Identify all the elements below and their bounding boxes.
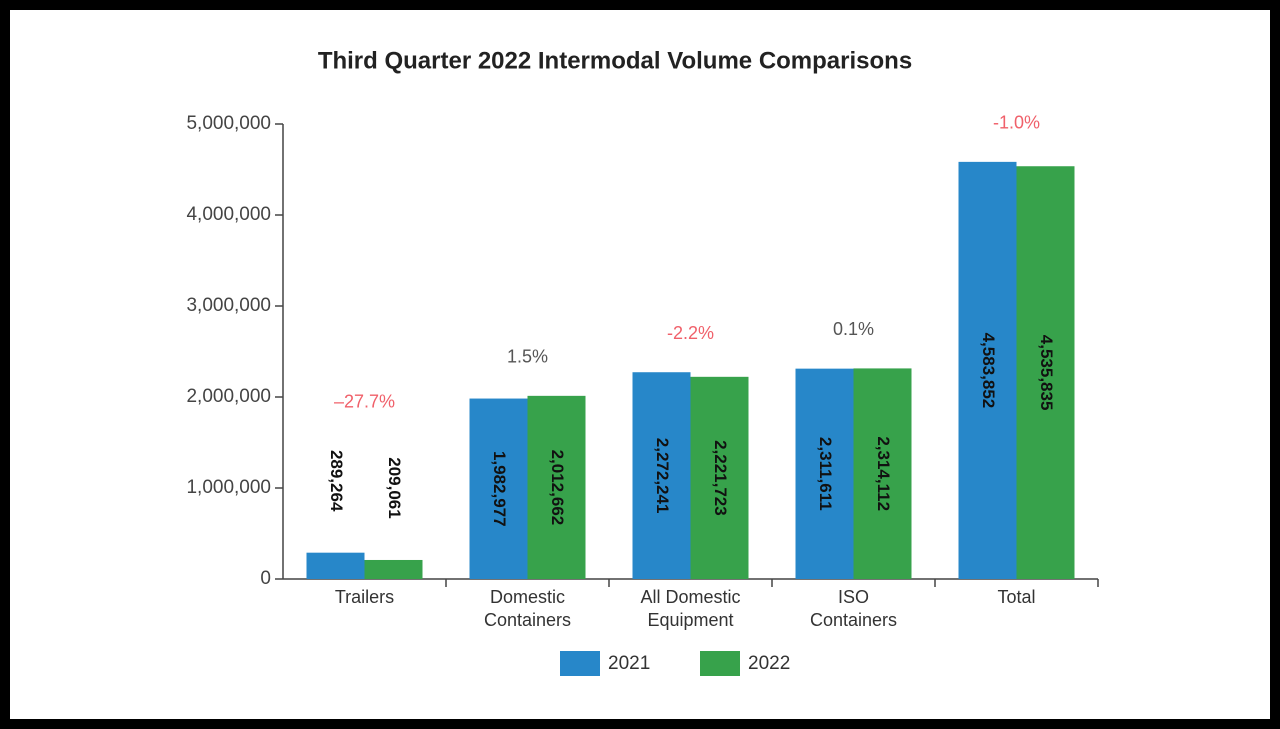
chart-title: Third Quarter 2022 Intermodal Volume Com… bbox=[318, 47, 912, 74]
value-label: 2,221,723 bbox=[711, 440, 730, 516]
bar bbox=[958, 161, 1017, 580]
change-annotation: -1.0% bbox=[993, 113, 1040, 133]
change-annotation: –27.7% bbox=[334, 391, 395, 411]
x-tick-label: Trailers bbox=[335, 587, 394, 607]
bar bbox=[1016, 166, 1075, 579]
value-label: 2,314,112 bbox=[874, 436, 893, 511]
x-tick-label: ISO bbox=[838, 587, 869, 607]
x-tick-label: Containers bbox=[810, 610, 897, 630]
legend-swatch bbox=[700, 651, 740, 676]
x-tick-label: Domestic bbox=[490, 587, 565, 607]
y-tick-label: 4,000,000 bbox=[186, 204, 271, 225]
bar bbox=[469, 398, 528, 579]
value-label: 2,012,662 bbox=[548, 450, 567, 526]
legend-label: 2021 bbox=[608, 653, 650, 674]
bar bbox=[364, 559, 423, 579]
x-tick-label: Total bbox=[997, 587, 1035, 607]
bar bbox=[795, 368, 854, 579]
bar bbox=[527, 395, 586, 579]
bar bbox=[306, 552, 365, 579]
y-tick-label: 1,000,000 bbox=[186, 477, 271, 498]
change-annotation: -2.2% bbox=[667, 323, 714, 343]
legend-label: 2022 bbox=[748, 653, 790, 674]
value-label: 1,982,977 bbox=[490, 451, 509, 527]
y-tick-label: 3,000,000 bbox=[186, 295, 271, 316]
value-label: 2,272,241 bbox=[653, 438, 672, 514]
value-label: 4,583,852 bbox=[979, 333, 998, 409]
x-tick-label: Containers bbox=[484, 610, 571, 630]
bar bbox=[690, 376, 749, 579]
legend-swatch bbox=[560, 651, 600, 676]
change-annotation: 1.5% bbox=[507, 347, 548, 367]
value-label: 289,264 bbox=[327, 450, 346, 512]
y-tick-label: 2,000,000 bbox=[186, 386, 271, 407]
value-label: 2,311,611 bbox=[816, 437, 835, 511]
x-tick-label: Equipment bbox=[647, 610, 733, 630]
value-label: 209,061 bbox=[385, 457, 404, 518]
value-label: 4,535,835 bbox=[1037, 335, 1056, 411]
y-tick-label: 5,000,000 bbox=[186, 113, 271, 134]
x-tick-label: All Domestic bbox=[640, 587, 740, 607]
y-tick-label: 0 bbox=[260, 568, 271, 589]
change-annotation: 0.1% bbox=[833, 319, 874, 339]
bar bbox=[632, 372, 691, 579]
bar bbox=[853, 368, 912, 579]
